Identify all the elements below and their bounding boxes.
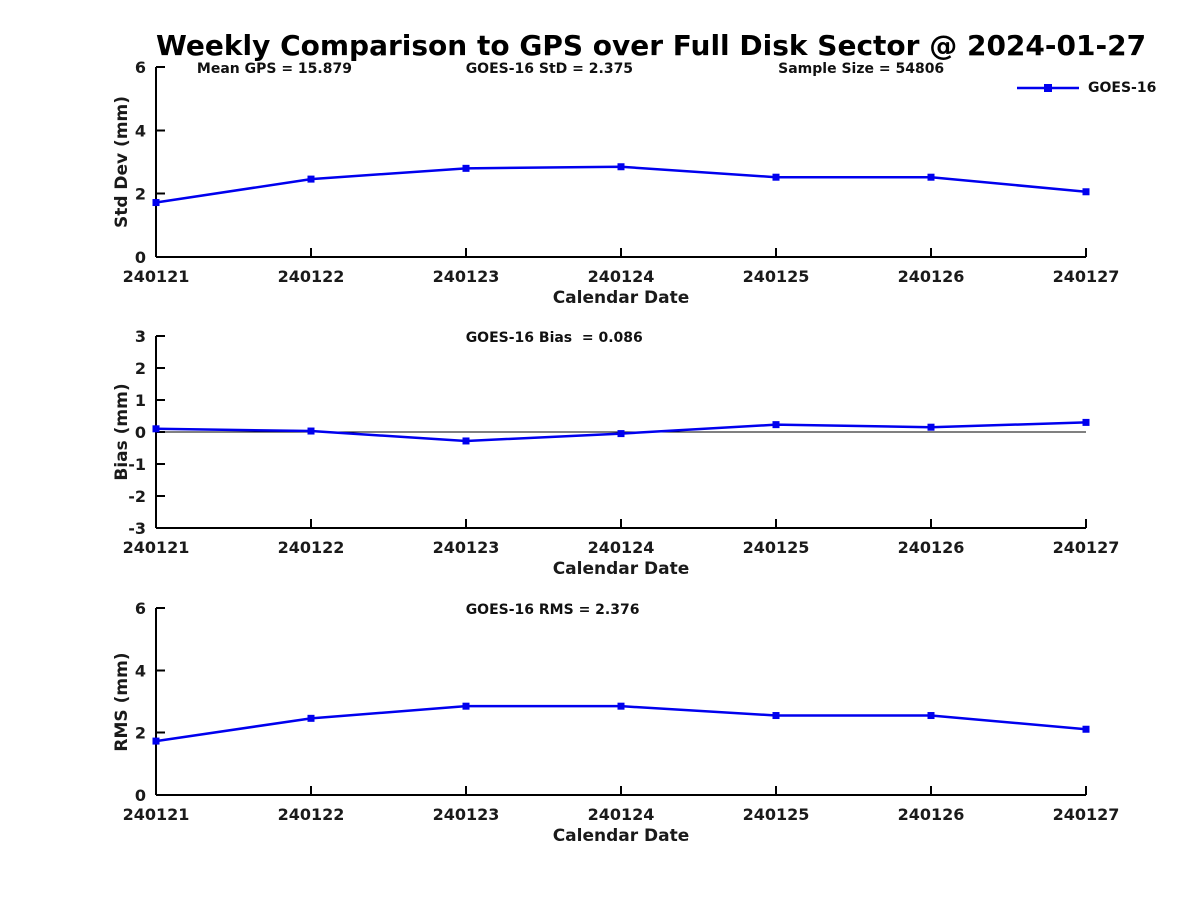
svg-text:240121: 240121 [123, 267, 190, 286]
rms-annotation: GOES-16 RMS = 2.376 [465, 602, 640, 618]
stddev-x-axis-label: Calendar Date [552, 288, 690, 308]
legend-line-sample [1017, 84, 1079, 92]
bias-x-axis-label: Calendar Date [552, 559, 690, 579]
svg-text:240121: 240121 [123, 538, 190, 557]
chart-title: Weekly Comparison to GPS over Full Disk … [156, 29, 1147, 62]
svg-text:0: 0 [135, 248, 146, 267]
svg-text:240124: 240124 [588, 538, 655, 557]
svg-text:0: 0 [135, 786, 146, 805]
svg-text:240126: 240126 [898, 805, 965, 824]
svg-text:240123: 240123 [433, 538, 500, 557]
svg-text:240126: 240126 [898, 267, 965, 286]
bias-y-axis-label: Bias (mm) [112, 383, 132, 481]
svg-text:1: 1 [135, 391, 146, 410]
svg-text:240125: 240125 [743, 805, 810, 824]
svg-text:240123: 240123 [433, 805, 500, 824]
svg-text:0: 0 [135, 423, 146, 442]
svg-text:240124: 240124 [588, 805, 655, 824]
svg-text:4: 4 [135, 661, 146, 680]
legend: GOES-16 [1016, 80, 1156, 96]
rms-y-axis-label: RMS (mm) [112, 651, 132, 752]
bias-annotation: GOES-16 Bias = 0.086 [465, 330, 643, 346]
svg-text:240124: 240124 [588, 267, 655, 286]
svg-text:240127: 240127 [1053, 267, 1120, 286]
svg-text:240123: 240123 [433, 267, 500, 286]
stddev-y-axis-label: Std Dev (mm) [112, 95, 132, 229]
svg-text:240127: 240127 [1053, 805, 1120, 824]
svg-text:4: 4 [135, 121, 146, 140]
svg-text:6: 6 [135, 599, 146, 618]
svg-text:240122: 240122 [278, 805, 345, 824]
svg-text:-3: -3 [128, 519, 146, 538]
svg-text:240122: 240122 [278, 267, 345, 286]
mean-gps-annotation: Mean GPS = 15.879 [196, 61, 352, 77]
svg-text:240126: 240126 [898, 538, 965, 557]
svg-text:3: 3 [135, 327, 146, 346]
svg-text:240125: 240125 [743, 267, 810, 286]
svg-text:240121: 240121 [123, 805, 190, 824]
svg-text:2: 2 [135, 185, 146, 204]
rms-x-axis-label: Calendar Date [552, 826, 690, 846]
svg-text:-1: -1 [128, 455, 146, 474]
svg-text:240127: 240127 [1053, 538, 1120, 557]
std-annotation: GOES-16 StD = 2.375 [465, 61, 634, 77]
svg-text:2: 2 [135, 359, 146, 378]
sample-size-annotation: Sample Size = 54806 [778, 61, 945, 77]
svg-text:6: 6 [135, 58, 146, 77]
svg-text:240125: 240125 [743, 538, 810, 557]
legend-series-label: GOES-16 [1088, 80, 1157, 96]
svg-text:240122: 240122 [278, 538, 345, 557]
svg-text:2: 2 [135, 724, 146, 743]
svg-text:-2: -2 [128, 487, 146, 506]
